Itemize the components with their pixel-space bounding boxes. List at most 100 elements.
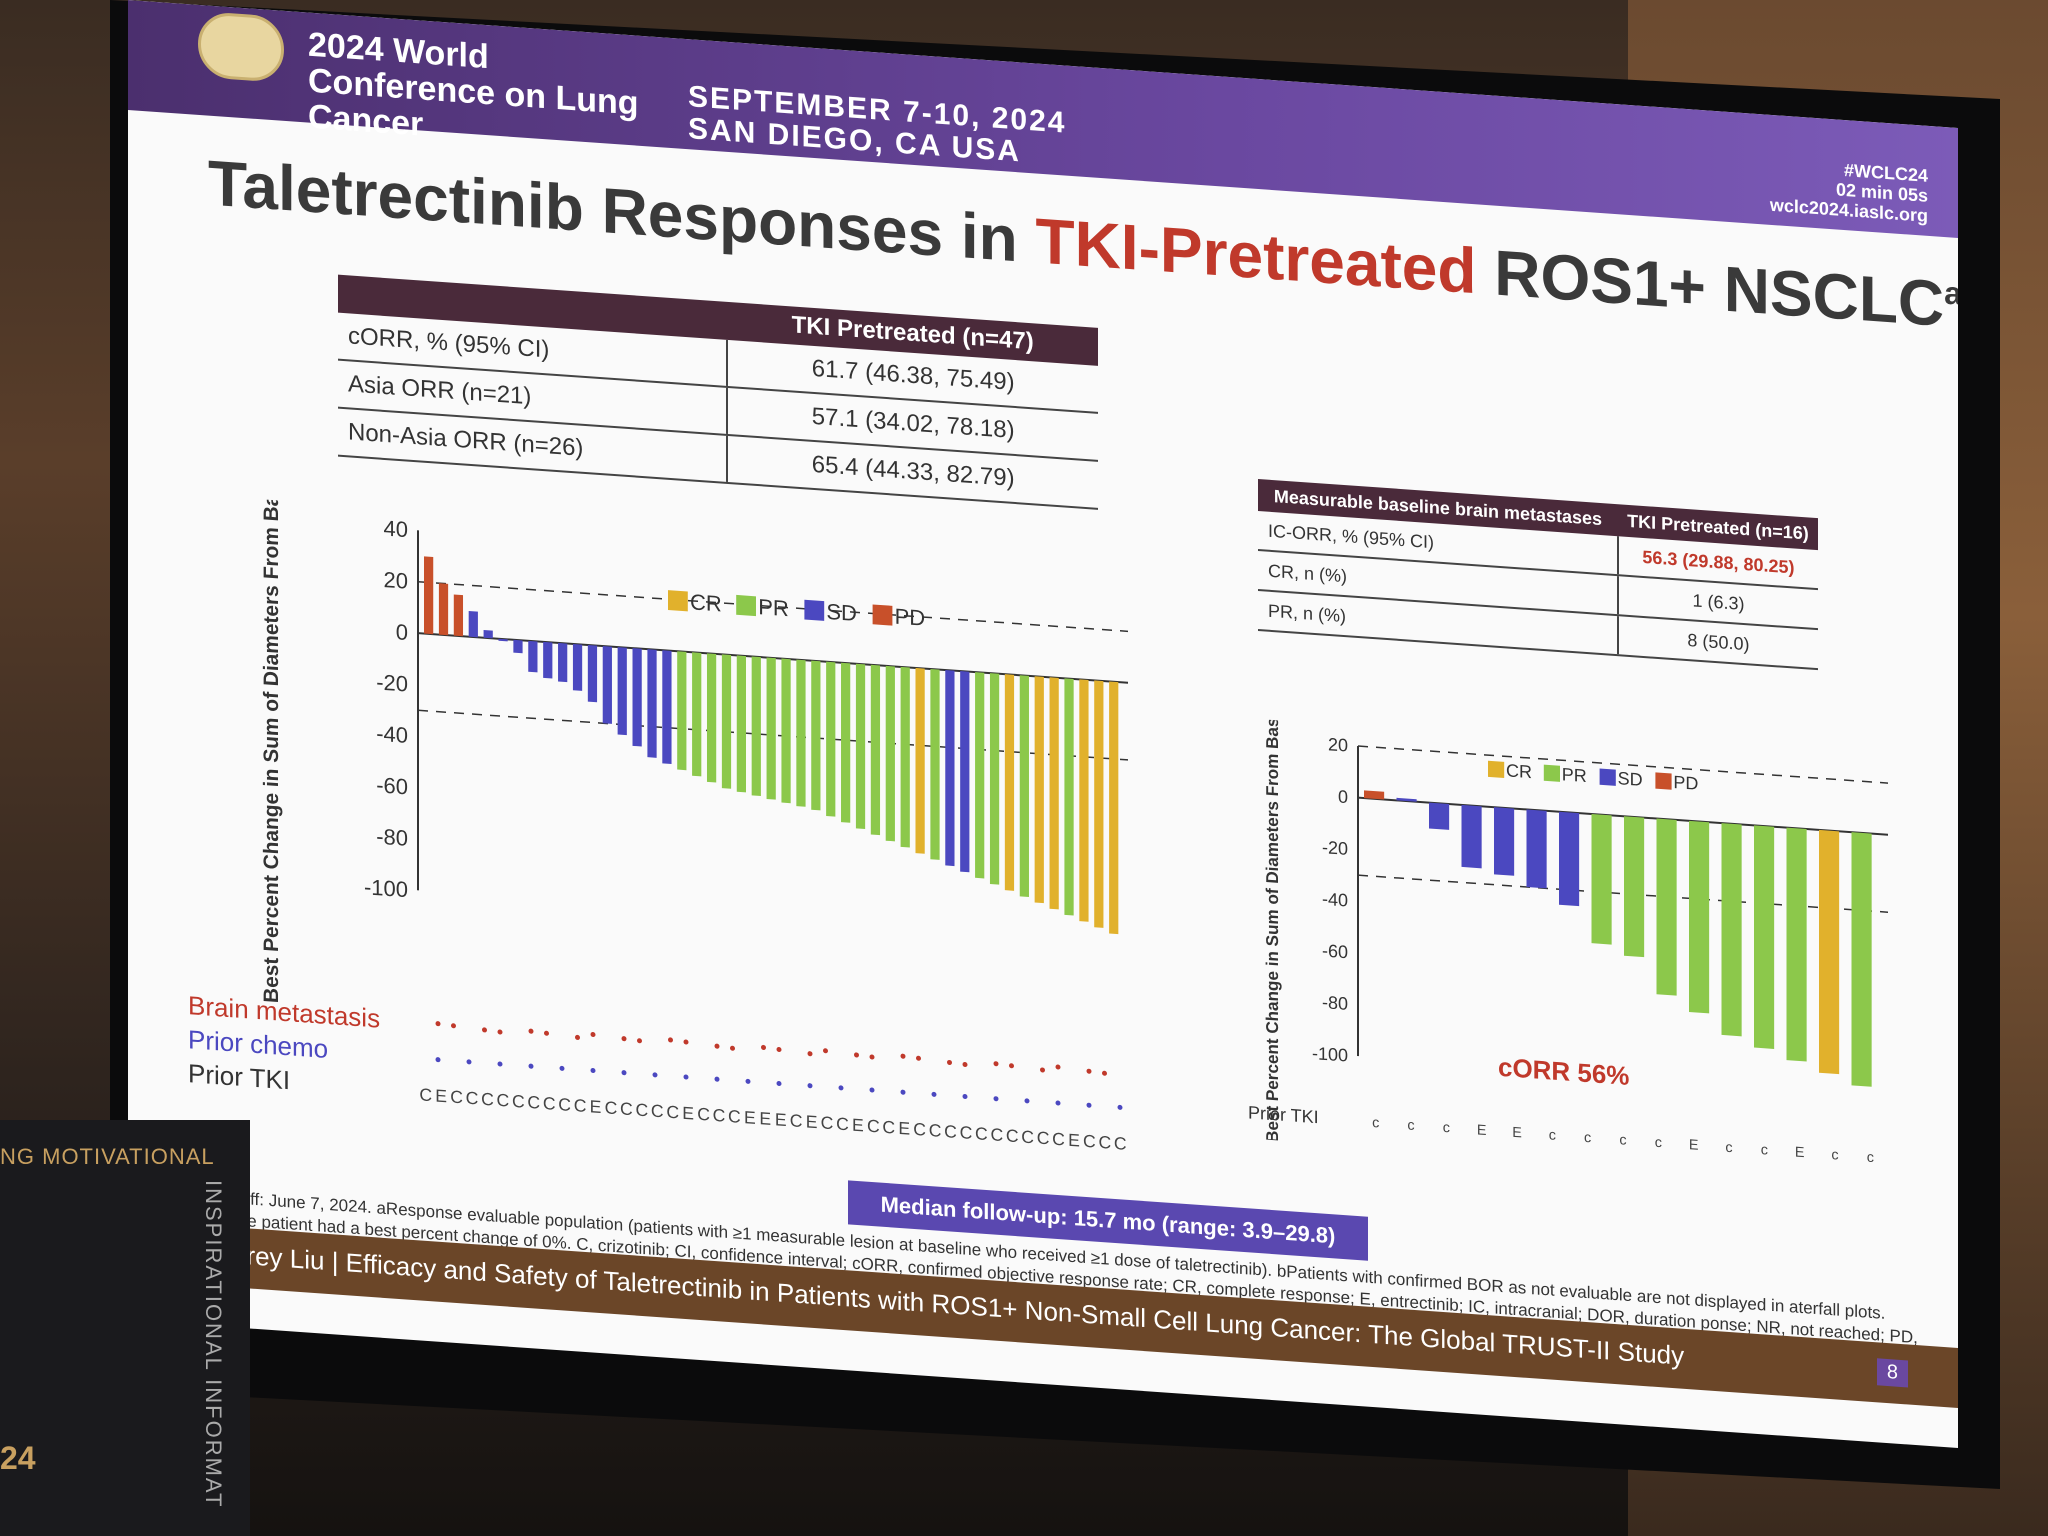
prior-chemo-dot [869,1087,875,1093]
brain-metastasis-dot [1102,1070,1107,1076]
prior-chemo-dot [776,1081,782,1087]
brain-metastasis-dot [714,1043,720,1049]
bar [1461,804,1482,869]
brain-metastasis-dot [590,1032,596,1038]
bar [677,651,687,771]
y-tick-label: -60 [376,772,408,799]
bar [1721,823,1742,1037]
prior-chemo-dot [931,1091,937,1097]
bar [721,654,732,789]
brain-metastasis-dot [823,1048,828,1054]
bar [1624,816,1645,958]
legend-label: PR [758,594,789,621]
prior-chemo-dot [1024,1098,1030,1104]
prior-tki-code: C [1114,1133,1127,1154]
bar [1396,797,1417,802]
conference-logo-icon [198,10,284,83]
prior-tki-code: c [1831,1147,1838,1163]
title-superscript: a,b [1944,274,1958,314]
prior-chemo-dot [621,1070,627,1076]
prior-tki-code: C [975,1123,988,1144]
y-tick-label: -40 [376,721,408,748]
prior-chemo-dot [745,1078,751,1084]
y-tick-label: 0 [396,619,408,645]
bar [781,658,791,804]
bar [1494,807,1515,876]
prior-tki-code: C [543,1093,556,1114]
prior-tki-code: C [790,1110,803,1131]
bar [468,610,478,638]
brain-metastasis-dot [993,1061,999,1067]
y-tick-label: 20 [1328,734,1348,755]
prior-tki-code: C [713,1105,726,1126]
prior-tki-code: c [1761,1142,1768,1158]
legend-swatch [872,604,893,626]
prior-tki-code: C [481,1089,494,1110]
prior-tki-code: E [1512,1125,1522,1142]
bar [513,639,523,654]
brain-metastasis-dot [621,1036,627,1042]
prior-chemo-dot [1117,1104,1123,1110]
brain-metastasis-dot [1040,1067,1045,1073]
prior-tki-code: C [558,1094,571,1115]
bar [811,660,821,811]
prior-tki-code: E [1068,1130,1080,1151]
brain-metastasis-dot [451,1023,456,1029]
prior-chemo-dot [1086,1102,1092,1108]
bar [706,653,717,783]
bar [1656,818,1677,996]
prior-tki-code: c [1443,1120,1450,1136]
prior-tki-code: C [944,1121,957,1142]
y-tick-label: -100 [364,874,408,902]
prior-tki-code: C [466,1088,479,1109]
y-tick-label: -20 [1322,837,1348,859]
bar [796,659,806,807]
prior-tki-code: C [497,1090,510,1111]
presentation-slide: 2024 World Conference on Lung Cancer SEP… [128,0,1958,1448]
brain-metastasis-dot [869,1054,875,1060]
bar [1034,676,1044,904]
brain-metastasis-dot [730,1045,735,1051]
prior-tki-code: c [1407,1117,1414,1133]
prior-tki-code: c [1655,1135,1662,1151]
bar [1019,675,1029,898]
bar [602,646,612,724]
prior-tki-code: C [666,1102,679,1123]
prior-tki-code: C [929,1120,942,1141]
bar [587,645,598,703]
bar [930,668,940,860]
bar [572,643,583,691]
y-tick-label: 0 [1338,787,1348,808]
prior-tki-code: c [1867,1150,1874,1166]
prior-tki-code: C [960,1122,973,1143]
bar [1689,820,1710,1014]
bar [1079,679,1089,922]
brain-metastasis-dot [497,1029,503,1035]
y-tick-label: 20 [384,567,408,594]
bar [483,630,493,639]
prior-tki-code: C [450,1087,463,1108]
corr-annotation: cORR 56% [1498,1052,1629,1091]
prior-tki-code: c [1619,1132,1626,1148]
podium-year: 24 [0,1440,36,1476]
bar [1049,677,1059,910]
waterfall-chart-brain: 20 0 -20 -40 -60 -80 -100 CR PR SD PD Best Percent … [1248,718,1888,1166]
bar [438,583,449,636]
brain-metastasis-dot [435,1021,441,1027]
bar [1429,802,1450,830]
prior-tki-code: C [728,1106,741,1127]
bar [1591,814,1612,945]
prior-tki-code: E [744,1107,756,1128]
bar [528,640,538,673]
bar [885,665,895,842]
prior-tki-code: C [882,1117,895,1138]
bar [900,666,910,848]
brain-metastasis-dot [544,1030,549,1036]
prior-tki-code: E [1477,1122,1487,1139]
prior-tki-code: C [1098,1132,1111,1153]
brain-metastases-table: Measurable baseline brain metastases TKI … [1258,479,1818,670]
prior-tki-code: C [821,1112,834,1133]
prior-tki-code: c [1725,1140,1732,1156]
prior-tki-code: C [512,1091,525,1112]
prior-chemo-dot [559,1065,565,1071]
